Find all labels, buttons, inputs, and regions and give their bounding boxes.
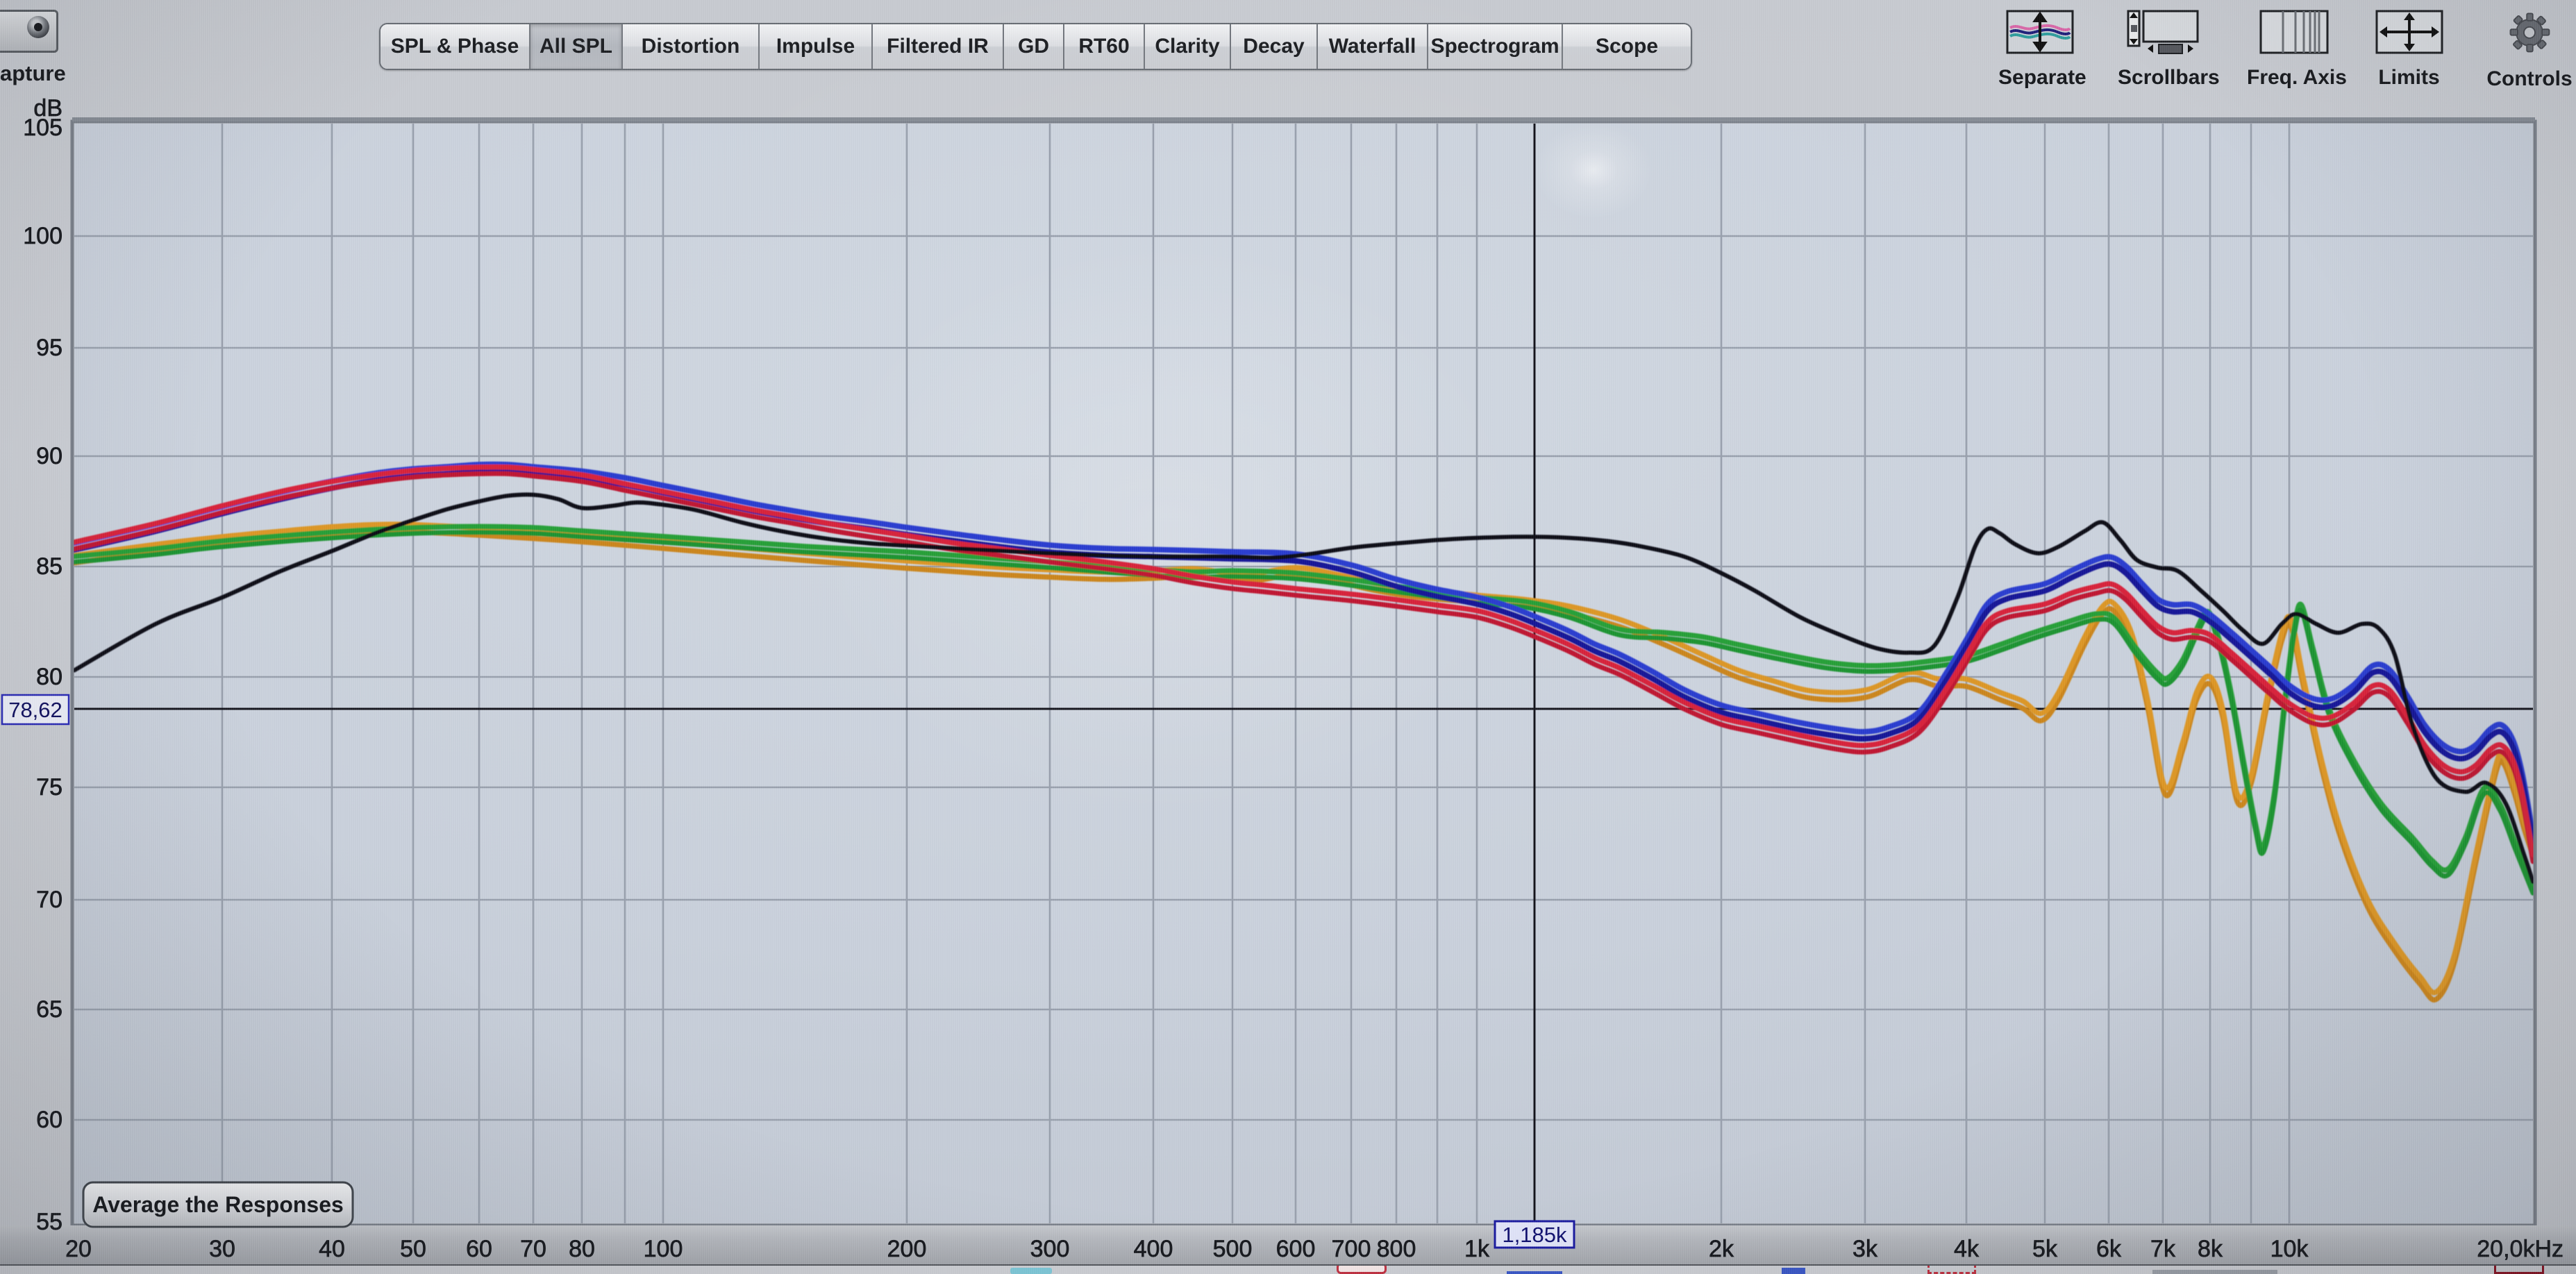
- svg-text:20,0kHz: 20,0kHz: [2477, 1236, 2564, 1262]
- svg-text:50: 50: [400, 1236, 426, 1262]
- svg-text:300: 300: [1030, 1236, 1070, 1262]
- svg-text:4k: 4k: [1954, 1236, 1980, 1262]
- svg-text:75: 75: [36, 774, 62, 801]
- svg-text:400: 400: [1134, 1236, 1173, 1262]
- svg-text:80: 80: [569, 1236, 595, 1262]
- svg-text:60: 60: [466, 1236, 492, 1262]
- svg-text:800: 800: [1377, 1236, 1416, 1262]
- svg-text:105: 105: [23, 115, 62, 141]
- svg-text:200: 200: [887, 1236, 927, 1262]
- svg-text:60: 60: [36, 1107, 62, 1133]
- svg-text:100: 100: [644, 1236, 683, 1262]
- svg-text:20: 20: [65, 1236, 92, 1262]
- svg-text:8k: 8k: [2198, 1236, 2223, 1262]
- svg-text:30: 30: [209, 1236, 235, 1262]
- svg-text:78,62: 78,62: [8, 698, 62, 722]
- svg-text:3k: 3k: [1852, 1236, 1878, 1262]
- svg-text:500: 500: [1213, 1236, 1253, 1262]
- svg-text:95: 95: [36, 335, 62, 361]
- svg-text:600: 600: [1276, 1236, 1316, 1262]
- svg-text:6k: 6k: [2096, 1236, 2122, 1262]
- svg-text:90: 90: [36, 443, 62, 469]
- svg-text:1,185k: 1,185k: [1502, 1223, 1567, 1247]
- svg-text:5k: 5k: [2032, 1236, 2058, 1262]
- svg-text:7k: 7k: [2150, 1236, 2176, 1262]
- svg-text:Average the Responses: Average the Responses: [92, 1192, 344, 1217]
- svg-text:2k: 2k: [1709, 1236, 1734, 1262]
- svg-text:100: 100: [23, 223, 62, 249]
- svg-text:dB: dB: [33, 95, 62, 121]
- svg-text:10k: 10k: [2270, 1236, 2309, 1262]
- svg-text:40: 40: [319, 1236, 345, 1262]
- svg-text:1k: 1k: [1464, 1236, 1490, 1262]
- svg-text:70: 70: [36, 887, 62, 913]
- svg-text:65: 65: [36, 996, 62, 1023]
- svg-text:55: 55: [36, 1209, 62, 1235]
- svg-text:85: 85: [36, 553, 62, 580]
- svg-text:700: 700: [1332, 1236, 1371, 1262]
- svg-text:80: 80: [36, 664, 62, 690]
- svg-text:70: 70: [520, 1236, 546, 1262]
